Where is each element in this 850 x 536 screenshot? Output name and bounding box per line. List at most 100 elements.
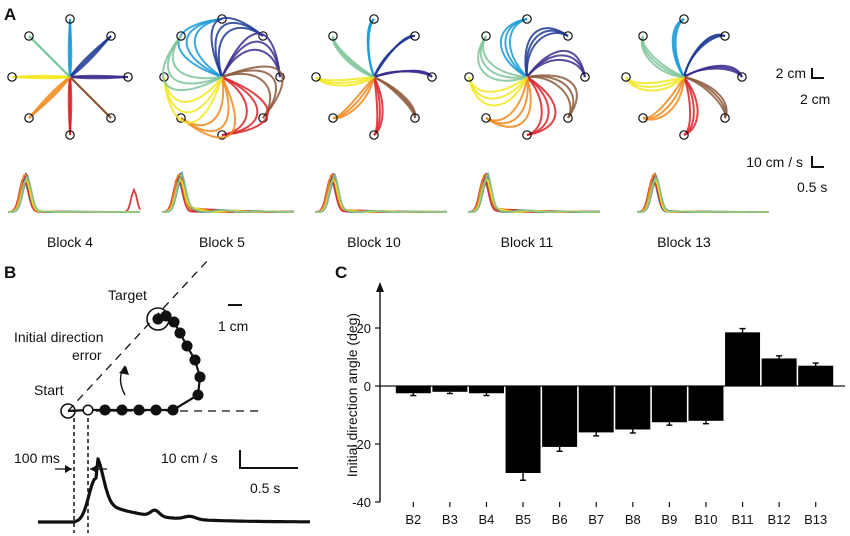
- target-label: Target: [108, 287, 147, 303]
- target-circle-b1-5: [176, 113, 186, 123]
- velocity-scale-bar-b: [239, 450, 298, 469]
- time-arrowhead-left: [65, 465, 72, 473]
- time-window-label: 100 ms: [14, 450, 60, 466]
- panel-label-a: A: [4, 5, 16, 24]
- target-circle-b4-6: [621, 72, 631, 82]
- target-circle-b1-7: [176, 31, 186, 41]
- trajectory-b3-t3-2: [526, 74, 578, 119]
- x-tick-label-B5: B5: [515, 512, 531, 527]
- bar-B10: [688, 386, 724, 421]
- trajectory-b1-t2-2: [221, 32, 281, 78]
- trajectory-b1-t5-2: [180, 76, 237, 139]
- trajectory-b2-t1-2: [373, 34, 416, 78]
- start-label: Start: [34, 382, 64, 398]
- x-tick-label-B8: B8: [625, 512, 641, 527]
- trajectory-b3-t4-2: [526, 76, 557, 136]
- target-circle-b3-6: [464, 72, 474, 82]
- trajectory-b2-t0-2: [366, 18, 375, 78]
- velocity-scale-x-label: 0.5 s: [797, 179, 827, 195]
- trajectory-b1-t0-1: [185, 18, 223, 78]
- movement-path: [67, 310, 206, 416]
- x-tick-label-B12: B12: [768, 512, 791, 527]
- target-circle-b3-2: [580, 72, 590, 82]
- panel-label-c: C: [335, 263, 347, 282]
- bar-B6: [542, 386, 578, 447]
- target-circle-b3-3: [563, 113, 573, 123]
- error-angle-arc: [119, 365, 126, 396]
- panel-label-b: B: [4, 263, 16, 282]
- velocity-profile: [38, 457, 310, 524]
- target-circle-b1-4: [217, 130, 227, 140]
- target-circle-b4-5: [638, 113, 648, 123]
- panel-a-velocity-profiles: [7, 170, 769, 213]
- target-circle-b2-7: [328, 31, 338, 41]
- bar-B8: [615, 386, 651, 430]
- path-sample-8: [189, 354, 201, 366]
- velocity-scale-y-label: 10 cm / s: [746, 154, 803, 170]
- velocity-scale-bar: [811, 156, 824, 168]
- target-circle-b0-1: [106, 31, 116, 41]
- bar-B3: [432, 386, 468, 392]
- target-circle-b0-4: [65, 130, 75, 140]
- target-circle-b2-2: [427, 72, 437, 82]
- trajectory-b1-t6-2: [163, 76, 223, 124]
- bar-B13: [798, 365, 834, 386]
- velocity-trace-b3-7: [468, 171, 600, 213]
- target-circle-b1-1: [258, 31, 268, 41]
- path-sample-6: [192, 389, 204, 401]
- x-tick-label-B13: B13: [804, 512, 827, 527]
- path-sample-11: [168, 316, 180, 328]
- target-circle-b0-0: [65, 14, 75, 24]
- x-tick-label-B11: B11: [731, 512, 753, 527]
- path-sample-2: [116, 404, 128, 416]
- velocity-trace-b1-7: [162, 170, 295, 213]
- path-sample-7: [194, 371, 206, 383]
- velocity-trace-b0-7: [8, 176, 140, 213]
- trajectory-b2-t5-2: [332, 76, 375, 120]
- x-tick-label-B9: B9: [661, 512, 677, 527]
- trajectory-b3-t5-2: [485, 76, 532, 128]
- path-sample-10: [174, 327, 186, 339]
- trajectory-b0-t1-2: [69, 35, 112, 78]
- trajectory-b2-t4-2: [373, 76, 384, 136]
- bar-B4: [468, 386, 504, 394]
- velocity-scale-x-label-b: 0.5 s: [250, 480, 280, 496]
- x-tick-label-B6: B6: [552, 512, 568, 527]
- error-label-line2: error: [72, 347, 102, 363]
- target-circle-b0-3: [106, 113, 116, 123]
- target-circle-b4-0: [679, 14, 689, 24]
- trajectory-b3-t6-2: [468, 76, 528, 107]
- trajectory-b1-t1-2: [210, 17, 264, 78]
- trajectory-b2-t6-2: [315, 76, 375, 87]
- trajectory-b2-t2-2: [373, 69, 433, 78]
- position-scale-y-label: 2 cm: [800, 91, 830, 107]
- trajectory-b2-t7-2: [331, 35, 375, 78]
- x-tick-label-B10: B10: [694, 512, 717, 527]
- bar-B12: [761, 358, 797, 386]
- target-circle-b2-3: [410, 113, 420, 123]
- block-label-4: Block 11: [501, 234, 554, 250]
- target-circle-b3-7: [481, 31, 491, 41]
- y-tick-label-3: -40: [352, 495, 371, 510]
- target-circle-b2-6: [311, 72, 321, 82]
- path-sample-9: [181, 340, 193, 352]
- block-label-1: Block 4: [47, 234, 93, 250]
- panel-a-trajectories: [7, 14, 747, 140]
- target-circle-b2-4: [369, 130, 379, 140]
- target-direction-line: [67, 259, 209, 412]
- trajectory-b0-t2-2: [69, 76, 129, 80]
- x-tick-label-B7: B7: [588, 512, 604, 527]
- trajectory-b0-t5-2: [28, 76, 71, 119]
- trajectory-b3-t7-2: [477, 35, 528, 82]
- trajectory-b0-t7-2: [28, 35, 71, 78]
- velocity-scale-y-label-b: 10 cm / s: [161, 450, 218, 466]
- bar-B11: [725, 332, 761, 386]
- bar-B9: [651, 386, 687, 423]
- trajectory-b3-t2-2: [526, 50, 586, 78]
- trajectory-b0-t0-2: [69, 18, 73, 78]
- target-circle-b3-1: [563, 31, 573, 41]
- trajectory-b4-t1-2: [683, 33, 726, 78]
- path-sample-4: [150, 404, 162, 416]
